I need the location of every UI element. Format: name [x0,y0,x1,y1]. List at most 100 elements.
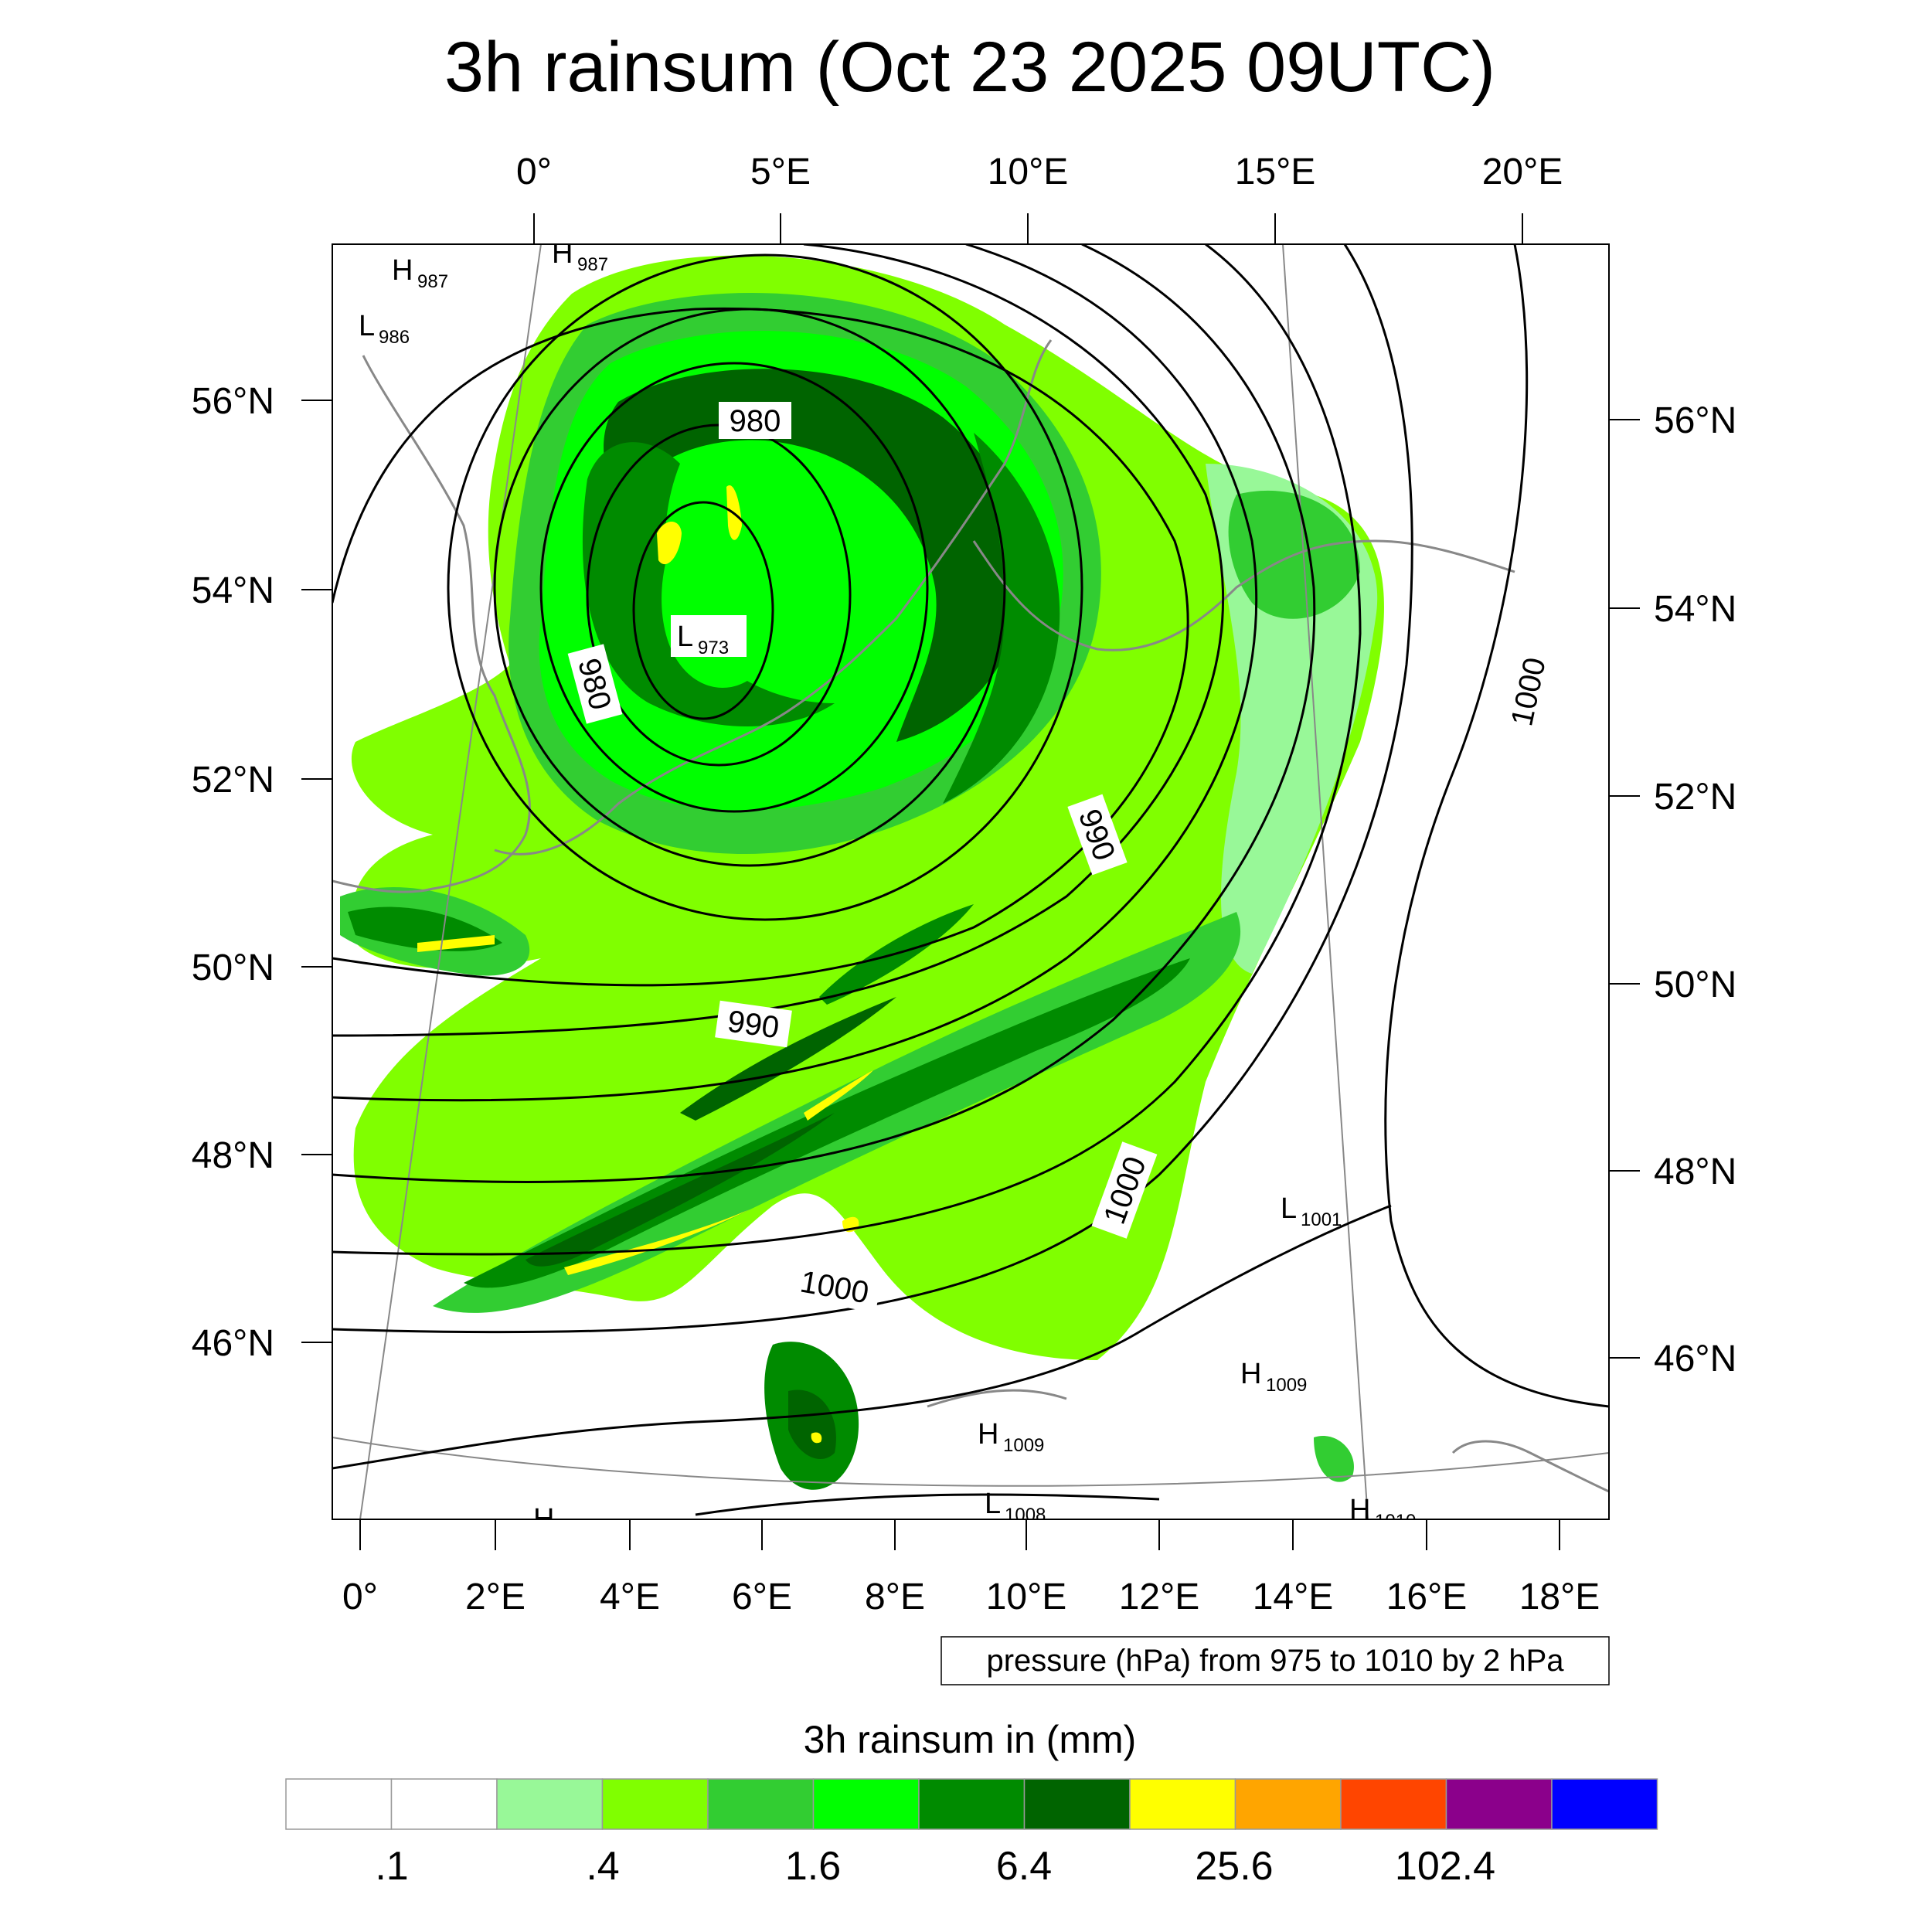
bottom-lon-label: 0° [342,1577,378,1617]
svg-text:986: 986 [379,327,410,348]
colorbar-swatch [1129,1778,1236,1830]
svg-text:1009: 1009 [1003,1435,1044,1456]
pressure-center-high-1008: H 1008 [533,1503,600,1541]
colorbar-swatch [918,1778,1026,1830]
colorbar-swatch [390,1778,498,1830]
top-lon-label: 5°E [750,151,811,192]
colorbar-swatch [601,1778,709,1830]
left-lat-label: 48°N [192,1135,274,1176]
svg-text:L: L [359,310,375,342]
pressure-center-high-987-north: H 987 [552,237,608,275]
bottom-lon-label: 14°E [1253,1577,1334,1617]
bottom-lon-label: 4°E [600,1577,660,1617]
right-latitude-axis [1609,419,1640,1359]
isobar-label-990-lower: 990 [715,1000,792,1048]
bottom-longitude-axis [359,1519,1560,1550]
colorbar [285,1778,1658,1830]
colorbar-label: 1.6 [785,1844,841,1889]
pressure-center-high-1010: H 1010 [1349,1494,1416,1532]
pressure-info-box: pressure (hPa) from 975 to 1010 by 2 hPa [940,1636,1610,1685]
svg-text:H: H [978,1418,998,1451]
right-lat-label: 50°N [1654,964,1736,1005]
pressure-center-high-1009-south: H 1009 [978,1418,1044,1456]
bottom-longitude-labels: 0° 2°E 4°E 6°E 8°E 10°E 12°E 14°E 16°E 1… [342,1577,1600,1617]
colorbar-label: 6.4 [996,1844,1052,1889]
pressure-center-low-1001: L 1001 [1281,1192,1342,1230]
svg-text:1009: 1009 [1266,1375,1307,1396]
colorbar-swatch [1023,1778,1131,1830]
left-lat-label: 54°N [192,570,274,611]
svg-text:L: L [1281,1192,1297,1225]
pressure-centers: H 987 H 987 L 986 L 973 L 1001 H [359,237,1416,1541]
left-lat-label: 46°N [192,1323,274,1364]
colorbar-swatch [1551,1778,1658,1830]
left-latitude-axis [301,400,332,1343]
top-lon-label: 0° [516,151,552,192]
colorbar-label: .1 [375,1844,408,1889]
colorbar-label: .4 [586,1844,619,1889]
pressure-center-low-973: L 973 [671,615,747,658]
isobar-label-1000-mid: 1000 [1091,1141,1158,1239]
svg-text:L: L [985,1488,1001,1520]
left-lat-label: 56°N [192,381,274,422]
pressure-info-text: pressure (hPa) from 975 to 1010 by 2 hPa [986,1644,1564,1678]
svg-text:H: H [1240,1358,1261,1390]
graticule [332,244,1609,1519]
map-frame [332,243,1610,1520]
bottom-lon-label: 12°E [1119,1577,1200,1617]
colorbar-swatch [285,1778,393,1830]
right-lat-label: 46°N [1654,1338,1736,1379]
isobars [332,244,1609,1516]
right-latitude-labels: 56°N 54°N 52°N 50°N 48°N 46°N [1654,400,1736,1379]
top-longitude-axis [533,213,1523,244]
colorbar-swatch [1340,1778,1447,1830]
figure-title: 3h rainsum (Oct 23 2025 09UTC) [444,28,1495,107]
svg-text:H: H [552,237,573,270]
legend-title: 3h rainsum in (mm) [804,1718,1137,1761]
colorbar-swatch [496,1778,604,1830]
svg-text:1010: 1010 [1375,1511,1416,1532]
svg-text:1001: 1001 [1301,1209,1342,1230]
pressure-center-high-1009-east: H 1009 [1240,1358,1307,1396]
rainfall-field [340,255,1384,1490]
pressure-center-high-987-west: H 987 [392,254,448,292]
svg-text:990: 990 [726,1005,781,1046]
right-lat-label: 48°N [1654,1151,1736,1192]
top-lon-label: 10°E [988,151,1069,192]
svg-text:1008: 1008 [559,1520,600,1541]
colorbar-swatch [1234,1778,1342,1830]
right-lat-label: 52°N [1654,777,1736,818]
right-lat-label: 56°N [1654,400,1736,441]
svg-text:987: 987 [417,271,448,292]
left-lat-label: 50°N [192,947,274,988]
colorbar-swatch [707,1778,815,1830]
svg-text:H: H [1349,1494,1370,1526]
bottom-lon-label: 10°E [986,1577,1067,1617]
top-lon-label: 20°E [1482,151,1563,192]
bottom-lon-label: 2°E [465,1577,526,1617]
pressure-center-low-1008: L 1008 [985,1488,1046,1526]
right-lat-label: 54°N [1654,589,1736,630]
left-lat-label: 52°N [192,760,274,801]
svg-text:H: H [533,1503,554,1536]
svg-text:973: 973 [698,638,729,658]
left-latitude-labels: 56°N 54°N 52°N 50°N 48°N 46°N [192,381,274,1364]
colorbar-label: 25.6 [1195,1844,1273,1889]
top-longitude-labels: 0° 5°E 10°E 15°E 20°E [516,151,1563,192]
colorbar-label: 102.4 [1395,1844,1495,1889]
bottom-lon-label: 6°E [732,1577,792,1617]
bottom-lon-label: 18°E [1519,1577,1600,1617]
svg-text:L: L [677,621,693,653]
map-area: 980 980 990 990 1000 1000 [332,237,1609,1541]
bottom-lon-label: 16°E [1386,1577,1468,1617]
svg-text:980: 980 [730,404,781,438]
svg-text:1008: 1008 [1005,1505,1046,1526]
isobar-label-980-top: 980 [719,402,791,439]
bottom-lon-label: 8°E [865,1577,925,1617]
pressure-center-low-986: L 986 [359,310,410,348]
colorbar-swatch [812,1778,920,1830]
top-lon-label: 15°E [1235,151,1316,192]
colorbar-swatch [1445,1778,1553,1830]
svg-text:H: H [392,254,413,287]
